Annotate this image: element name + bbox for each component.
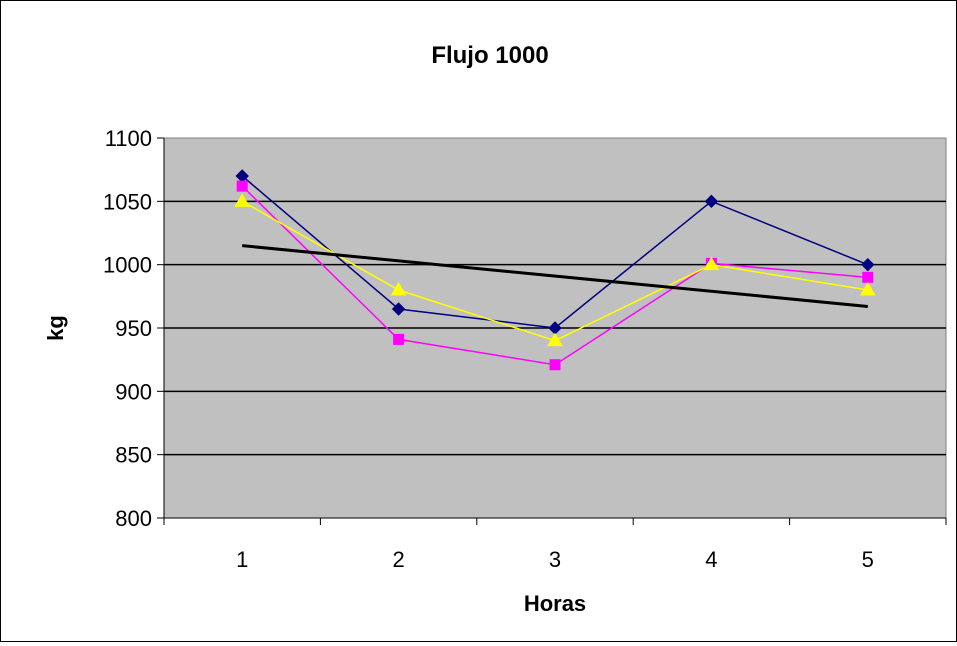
- data-point-series-3: [859, 282, 876, 296]
- y-axis-label: kg: [43, 315, 68, 341]
- data-point-series-2: [236, 180, 248, 192]
- data-point-series-2: [549, 359, 561, 371]
- data-point-series-3: [547, 332, 563, 347]
- x-tick-label: 3: [549, 547, 561, 572]
- series-layer: [234, 169, 876, 371]
- x-tick-label: 5: [862, 547, 874, 572]
- data-point-series-1: [861, 257, 875, 272]
- y-tick-label: 900: [115, 379, 152, 404]
- y-tick-label: 1050: [103, 189, 152, 214]
- y-tick-label: 1100: [105, 126, 152, 151]
- chart-title: Flujo 1000: [431, 42, 548, 69]
- data-point-series-1: [704, 194, 719, 209]
- y-tick-label: 950: [115, 316, 152, 341]
- y-axis-ticks: 800 850 900 950 1000 1050 1100: [103, 126, 164, 531]
- data-point-series-2: [862, 271, 874, 283]
- y-tick-label: 1000: [103, 253, 152, 278]
- gridlines: [164, 200, 946, 456]
- x-axis-ticks: 1 2 3 4 5: [163, 518, 947, 572]
- data-point-series-1: [391, 302, 406, 316]
- data-point-series-3: [234, 193, 251, 207]
- data-point-series-2: [393, 333, 405, 345]
- y-tick-label: 850: [115, 443, 152, 468]
- x-tick-label: 4: [705, 547, 717, 572]
- trendline: [242, 244, 868, 308]
- y-tick-label: 800: [115, 506, 152, 531]
- data-point-series-3: [703, 256, 720, 271]
- data-point-series-3: [390, 282, 407, 296]
- x-tick-label: 1: [236, 547, 248, 572]
- x-axis-label: Horas: [524, 591, 586, 616]
- x-tick-label: 2: [392, 547, 404, 572]
